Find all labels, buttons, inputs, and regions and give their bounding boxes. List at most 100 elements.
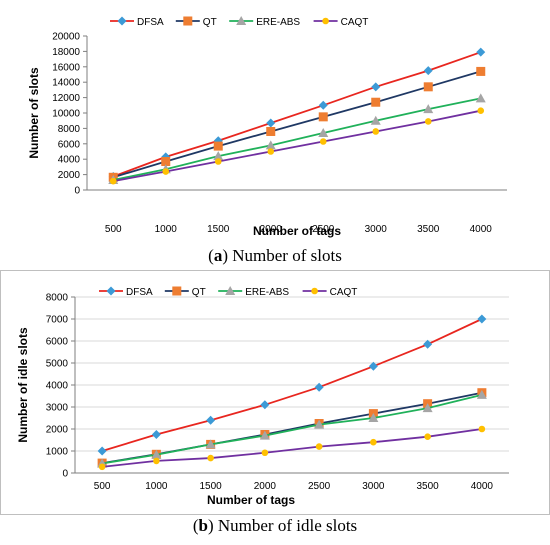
idle-legend-caqt-marker	[311, 287, 318, 295]
caption-b-text: Number of idle slots	[217, 516, 358, 535]
slots-series-dfsa-line	[112, 51, 482, 178]
slots-y-tick-label: 8000	[58, 124, 81, 135]
slots-series-qt-line	[112, 70, 482, 179]
slots-series-ere-abs-line	[113, 97, 481, 181]
idle-series-ere-abs-point	[259, 430, 270, 440]
slots-y-tick-label: 6000	[58, 139, 81, 150]
slots-x-tick-label: 3000	[365, 224, 388, 235]
slots-legend-dfsa-label: DFSA	[137, 17, 164, 28]
idle-series-ere-abs-point	[151, 449, 162, 459]
slots-legend-caqt-marker	[322, 17, 329, 25]
idle-series-caqt-point	[153, 457, 160, 465]
slots-legend-caqt-label: CAQT	[341, 17, 369, 28]
idle-series-dfsa-line	[101, 318, 483, 452]
idle-series-dfsa-point	[260, 400, 270, 410]
idle-legend-ere-abs: ERE-ABS	[218, 286, 289, 298]
slots-series-caqt-point	[214, 158, 222, 165]
slots-series-dfsa-point	[423, 66, 433, 76]
slots-series-dfsa-point	[266, 118, 276, 128]
slots-series-qt-point	[266, 126, 276, 136]
slots-series-ere-abs-point	[318, 128, 329, 138]
slots-series-ere-abs-point	[475, 93, 486, 103]
idle-legend-ere-abs-label: ERE-ABS	[245, 287, 289, 298]
slots-x-axis-title: Number of tags	[253, 224, 341, 238]
slots-y-tick-label: 10000	[52, 109, 80, 120]
slots-series-qt-point	[161, 157, 171, 167]
idle-y-tick-label: 4000	[46, 381, 69, 392]
slots-series-caqt-point	[109, 177, 117, 185]
idle-series-ere-abs-point	[476, 389, 487, 399]
idle-series-ere-abs-line	[101, 394, 483, 465]
idle-series-caqt-point	[370, 438, 377, 446]
idle-legend-caqt-label: CAQT	[330, 287, 358, 298]
idle-series-caqt-point	[261, 449, 269, 457]
slots-line-chart: 0 2000 4000 6000 8000 10000 12000 14000 16000 180…	[27, 16, 507, 238]
slots-y-tick-label: 18000	[52, 47, 80, 58]
slots-series-qt-point	[318, 112, 328, 122]
idle-x-tick-label: 500	[94, 481, 111, 492]
idle-series-dfsa-point	[206, 415, 216, 425]
idle-legend-caqt: CAQT	[302, 287, 358, 298]
slots-series-ere-abs-point	[213, 151, 224, 161]
slots-series-ere-abs-point	[370, 115, 381, 125]
slots-series-dfsa-point	[371, 82, 381, 92]
idle-y-tick-label: 6000	[46, 337, 69, 348]
idle-y-tick-label: 2000	[46, 425, 69, 436]
slots-series-caqt-point	[162, 168, 170, 175]
slots-legend-ere-abs-marker	[236, 16, 247, 25]
slots-legend-qt: QT	[175, 16, 217, 28]
idle-x-tick-label: 1000	[145, 481, 168, 492]
idle-series-ere-abs	[97, 389, 487, 468]
idle-y-tick-label: 3000	[46, 403, 69, 414]
idle-x-tick-label: 2000	[254, 481, 277, 492]
idle-x-tick-label: 3000	[362, 481, 385, 492]
idle-series-caqt-point	[315, 443, 323, 450]
idle-series-dfsa	[97, 314, 487, 456]
caption-a-label: a	[213, 246, 223, 265]
slots-legend-ere-abs-label: ERE-ABS	[256, 17, 300, 28]
slots-series-caqt-line	[113, 109, 481, 183]
slots-y-tick-label: 0	[74, 186, 80, 197]
slots-series-qt	[108, 66, 486, 182]
idle-series-dfsa-point	[477, 314, 487, 324]
slots-y-tick-label: 12000	[52, 93, 80, 104]
slots-series-caqt-point	[372, 128, 380, 135]
slots-series-caqt	[109, 107, 485, 185]
idle-x-axis-title: Number of tags	[207, 493, 295, 507]
caption-a-text: Number of slots	[232, 246, 342, 265]
slots-x-tick-label: 2500	[312, 224, 335, 235]
idle-series-caqt-point	[478, 425, 486, 433]
slots-y-tick-label: 2000	[58, 170, 81, 181]
idle-series-dfsa-point	[423, 339, 433, 349]
idle-x-tick-label: 4000	[471, 481, 494, 492]
slots-y-tick-label: 16000	[52, 62, 80, 73]
slots-series-qt-point	[371, 97, 381, 107]
idle-slots-line-chart: 0 1000 2000 3000 4000 5000 6000 7000 8000 500 1000…	[16, 286, 509, 507]
slots-legend-ere-abs: ERE-ABS	[229, 16, 300, 28]
chart-panel-idle-slots: 0 1000 2000 3000 4000 5000 6000 7000 8000 500 1000…	[0, 270, 550, 515]
slots-y-tick-label: 14000	[52, 78, 80, 89]
slots-x-tick-label: 500	[105, 224, 122, 235]
slots-series-ere-abs-point	[265, 140, 276, 150]
idle-y-tick-label: 7000	[46, 315, 69, 326]
idle-series-dfsa-point	[368, 361, 378, 371]
slots-series-qt-point	[423, 82, 433, 92]
idle-series-caqt-line	[102, 428, 483, 468]
idle-legend-dfsa: DFSA	[99, 286, 153, 298]
slots-x-tick-label: 3500	[417, 224, 440, 235]
idle-legend-ere-abs-marker	[225, 286, 236, 295]
caption-b: (b) Number of idle slots	[192, 516, 358, 535]
slots-legend-dfsa-marker	[117, 16, 127, 26]
caption-b-label: b	[198, 516, 208, 535]
caption-a: (a) Number of slots	[208, 246, 342, 265]
slots-legend-qt-label: QT	[203, 17, 217, 28]
idle-y-tick-label: 1000	[46, 447, 69, 458]
slots-series-caqt-point	[477, 107, 485, 114]
slots-y-tick-label: 4000	[58, 155, 81, 166]
slots-series-caqt-point	[267, 148, 275, 155]
idle-series-ere-abs-point	[314, 419, 325, 429]
idle-series-ere-abs-point	[205, 439, 216, 449]
idle-series-dfsa-point	[97, 446, 107, 456]
idle-legend-dfsa-marker	[106, 286, 116, 296]
slots-series-caqt-point	[424, 118, 432, 125]
